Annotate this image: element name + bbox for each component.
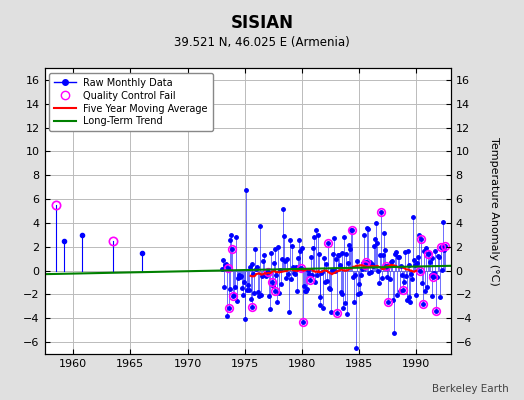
Text: 39.521 N, 46.025 E (Armenia): 39.521 N, 46.025 E (Armenia) [174, 36, 350, 49]
Y-axis label: Temperature Anomaly (°C): Temperature Anomaly (°C) [489, 137, 499, 285]
Text: SISIAN: SISIAN [231, 14, 293, 32]
Legend: Raw Monthly Data, Quality Control Fail, Five Year Moving Average, Long-Term Tren: Raw Monthly Data, Quality Control Fail, … [49, 73, 213, 131]
Text: Berkeley Earth: Berkeley Earth [432, 384, 508, 394]
